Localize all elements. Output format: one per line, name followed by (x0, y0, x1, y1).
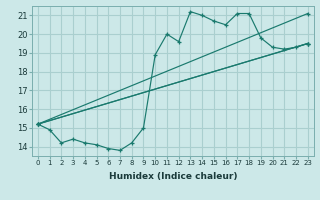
X-axis label: Humidex (Indice chaleur): Humidex (Indice chaleur) (108, 172, 237, 181)
